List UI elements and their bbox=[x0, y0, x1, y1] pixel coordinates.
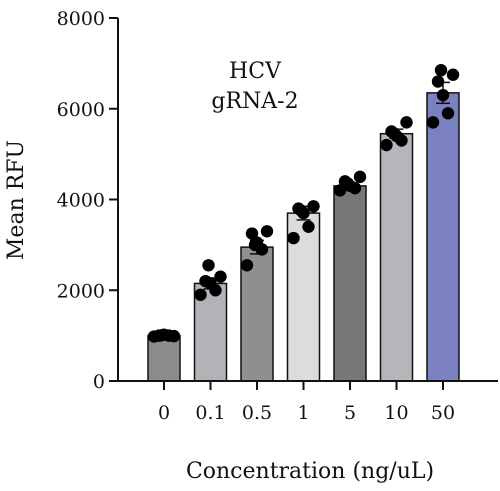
bar-4 bbox=[333, 185, 367, 382]
x-tick-label-5: 10 bbox=[384, 402, 408, 424]
data-point-3-4 bbox=[307, 200, 320, 213]
y-axis: 0 2000 4000 6000 8000 bbox=[57, 8, 119, 393]
data-point-6-5 bbox=[434, 63, 448, 77]
bars-group bbox=[147, 92, 460, 382]
data-point-1-0 bbox=[194, 288, 207, 301]
data-point-5-4 bbox=[400, 116, 413, 129]
data-point-1-5 bbox=[202, 259, 215, 272]
y-axis-title: Mean RFU bbox=[4, 140, 29, 260]
data-points-group bbox=[147, 63, 460, 343]
data-point-3-5 bbox=[295, 204, 308, 218]
x-axis-title: Concentration (ng/uL) bbox=[186, 459, 434, 484]
data-point-1-4 bbox=[214, 270, 227, 283]
data-point-4-5 bbox=[341, 177, 355, 190]
data-point-1-3 bbox=[199, 274, 212, 288]
y-tick-label-4000: 4000 bbox=[57, 190, 105, 212]
y-tick-label-6000: 6000 bbox=[57, 99, 105, 121]
y-tick-label-8000: 8000 bbox=[57, 8, 105, 30]
data-point-3-0 bbox=[287, 231, 300, 245]
data-point-6-4 bbox=[446, 68, 460, 81]
x-tick-label-0: 0 bbox=[158, 402, 170, 424]
chart-annotation: HCV gRNA-2 bbox=[211, 59, 298, 114]
x-tick-label-4: 5 bbox=[344, 402, 356, 424]
data-point-6-0 bbox=[426, 116, 440, 129]
data-point-2-5 bbox=[248, 238, 262, 252]
data-point-0-5 bbox=[155, 328, 169, 342]
data-point-2-3 bbox=[245, 227, 259, 240]
data-point-6-2 bbox=[436, 88, 450, 102]
data-point-6-3 bbox=[431, 75, 445, 88]
annotation-line-2: gRNA-2 bbox=[211, 89, 298, 114]
data-point-5-0 bbox=[380, 138, 393, 152]
data-point-4-4 bbox=[353, 170, 367, 184]
data-point-5-5 bbox=[388, 127, 401, 140]
y-tick-label-2000: 2000 bbox=[57, 280, 105, 302]
x-tick-label-1: 0.1 bbox=[195, 402, 225, 424]
data-point-2-4 bbox=[260, 225, 274, 238]
bar-5 bbox=[379, 132, 414, 382]
data-point-3-1 bbox=[302, 220, 315, 233]
data-point-0-4 bbox=[167, 329, 181, 343]
x-tick-label-2: 0.5 bbox=[242, 402, 272, 424]
y-tick-label-0: 0 bbox=[93, 371, 105, 393]
x-axis: 0 0.1 0.5 1 5 10 50 bbox=[118, 380, 498, 424]
x-tick-label-3: 1 bbox=[297, 402, 309, 424]
x-tick-label-6: 50 bbox=[431, 402, 455, 424]
data-point-6-1 bbox=[441, 107, 455, 120]
bar-6 bbox=[426, 92, 460, 382]
data-point-2-0 bbox=[240, 259, 254, 272]
annotation-line-1: HCV bbox=[229, 59, 282, 84]
